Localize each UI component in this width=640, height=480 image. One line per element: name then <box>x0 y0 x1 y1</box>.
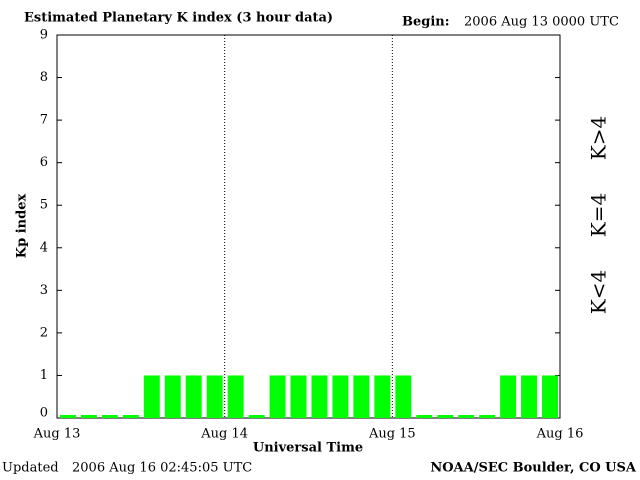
bar <box>458 415 475 418</box>
legend-entry: K=4 <box>587 193 611 237</box>
y-tick-label: 5 <box>40 198 48 213</box>
bar <box>101 415 118 418</box>
bar <box>311 375 328 418</box>
x-tick-label: Aug 16 <box>536 427 584 442</box>
y-tick-label: 7 <box>40 113 48 128</box>
y-tick-label: 4 <box>40 240 48 255</box>
updated-date: 2006 Aug 16 02:45:05 UTC <box>72 461 252 476</box>
bar <box>290 375 307 418</box>
bar <box>248 415 265 418</box>
legend-entry: K<4 <box>587 270 611 314</box>
y-tick-label: 3 <box>40 283 48 298</box>
plot-frame <box>56 34 561 419</box>
x-axis-label: Universal Time <box>253 441 363 456</box>
bar <box>542 375 558 418</box>
bar <box>227 375 244 418</box>
bar <box>353 375 370 418</box>
bar <box>80 415 97 418</box>
y-tick-label: 8 <box>40 70 48 85</box>
bar <box>479 415 496 418</box>
source: NOAA/SEC Boulder, CO USA <box>430 461 637 476</box>
bar <box>122 415 139 418</box>
bar <box>332 375 349 418</box>
bar <box>60 415 76 418</box>
bar <box>185 375 202 418</box>
bar <box>416 415 433 418</box>
y-tick-label: 0 <box>40 406 48 421</box>
x-tick-label: Aug 14 <box>200 427 248 442</box>
bar <box>143 375 160 418</box>
x-tick-label: Aug 13 <box>33 427 81 442</box>
x-tick-label: Aug 15 <box>368 427 416 442</box>
bar <box>500 375 517 418</box>
legend-entry: K>4 <box>587 116 611 160</box>
bar <box>269 375 286 418</box>
updated-label: Updated <box>2 461 59 476</box>
y-tick-label: 6 <box>40 155 48 170</box>
y-tick-label: 1 <box>40 368 48 383</box>
bar <box>395 375 412 418</box>
bar <box>206 375 223 418</box>
bar <box>164 375 181 418</box>
begin-date: 2006 Aug 13 0000 UTC <box>464 15 619 30</box>
y-tick-label: 9 <box>40 28 48 43</box>
bar <box>437 415 454 418</box>
chart-title: Estimated Planetary K index (3 hour data… <box>24 11 333 26</box>
begin-label: Begin: <box>402 15 450 30</box>
y-axis-label: Kp index <box>15 194 30 259</box>
y-tick-label: 2 <box>40 325 48 340</box>
bar <box>374 375 391 418</box>
bar <box>521 375 538 418</box>
